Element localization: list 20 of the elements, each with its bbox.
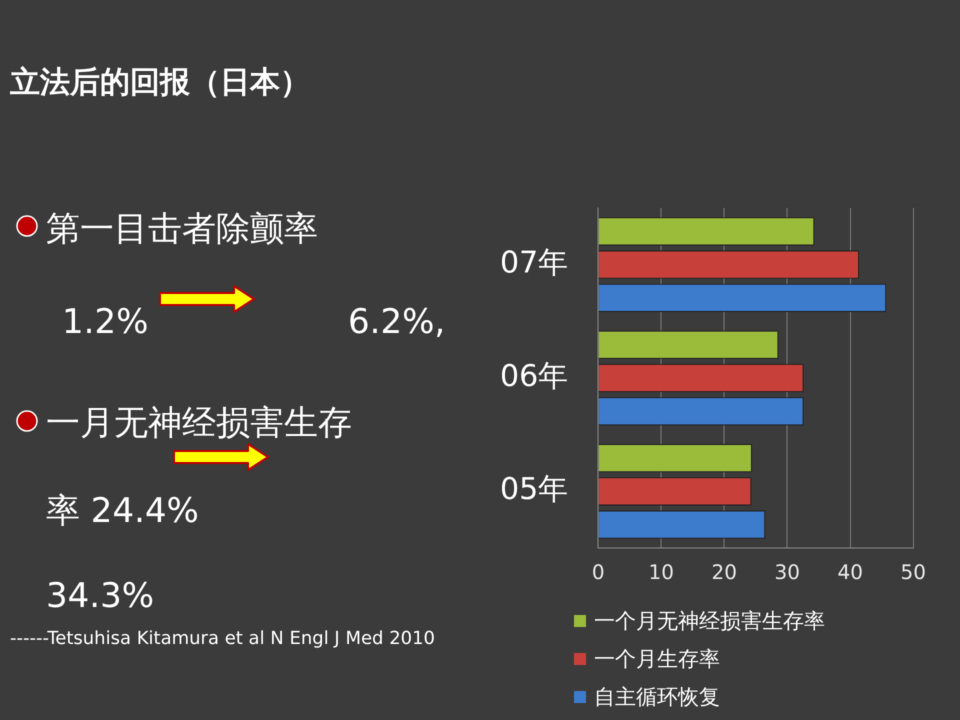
x-tick-label: 50 bbox=[900, 560, 926, 584]
x-tick-label: 10 bbox=[648, 560, 674, 584]
legend-label: 一个月无神经损害生存率 bbox=[594, 608, 825, 635]
legend-label: 自主循环恢复 bbox=[594, 684, 720, 711]
x-tick-label: 0 bbox=[592, 560, 605, 584]
y-tick-label: 05年 bbox=[500, 472, 568, 508]
y-tick-label: 07年 bbox=[500, 245, 568, 280]
text: 立法后的回报（日本） bbox=[10, 64, 310, 102]
y-tick-label: 06年 bbox=[500, 358, 568, 394]
text: 第一目击者除颤率 bbox=[46, 208, 318, 251]
x-tick-label: 30 bbox=[774, 560, 800, 584]
text: 6.2%, bbox=[348, 302, 446, 342]
x-tick-label: 40 bbox=[838, 560, 863, 584]
text: ------Tetsuhisa Kitamura et al N Engl J Med 2010 bbox=[10, 628, 436, 649]
text: 34.3% bbox=[46, 576, 154, 616]
text: 1.2% bbox=[62, 302, 148, 342]
text: 一月无神经损害生存 bbox=[46, 402, 352, 445]
legend-label: 一个月生存率 bbox=[594, 646, 720, 673]
x-tick-label: 20 bbox=[711, 560, 737, 584]
text: 率 24.4% bbox=[46, 490, 199, 533]
